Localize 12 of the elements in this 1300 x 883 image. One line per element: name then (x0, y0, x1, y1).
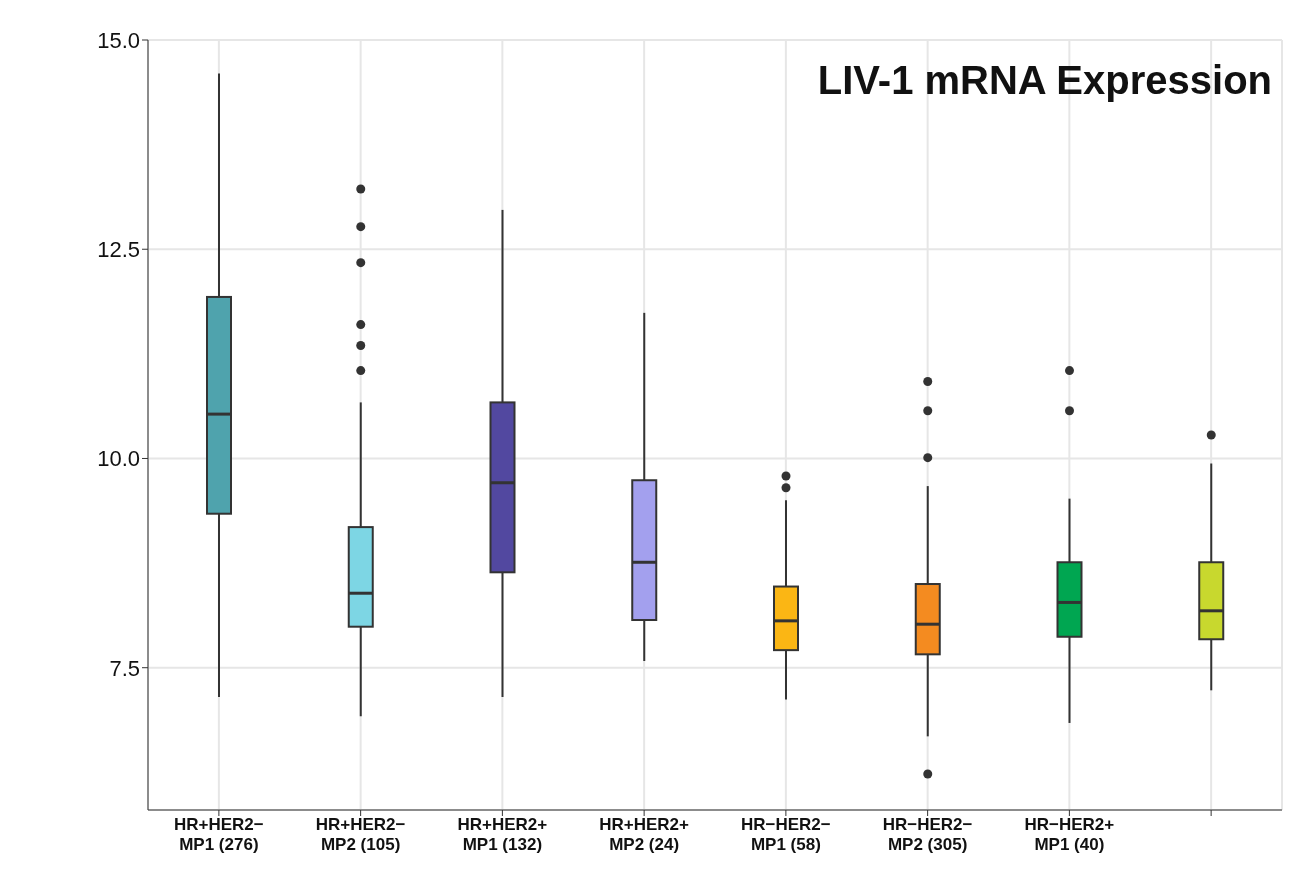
x-tick-label: HR+HER2− MP1 (276) (173, 815, 264, 854)
y-tick-label: 10.0 (97, 446, 140, 472)
x-tick-label: HR+HER2+ MP1 (132) (457, 815, 548, 854)
x-tick-label: HR−HER2− MP1 (58) (740, 815, 831, 854)
x-tick-label: HR+HER2+ MP2 (24) (599, 815, 690, 854)
annotation: LIV-1 mRNA Expression (817, 58, 1272, 103)
x-tick-label: HR−HER2− MP2 (305) (882, 815, 973, 854)
x-tick-label: HR+HER2− MP2 (105) (315, 815, 406, 854)
y-tick-label: 7.5 (109, 655, 140, 681)
y-tick-label: 12.5 (97, 237, 140, 263)
y-tick-label: 15.0 (97, 27, 140, 53)
x-tick-label: HR−HER2+ MP1 (40) (1024, 815, 1115, 854)
